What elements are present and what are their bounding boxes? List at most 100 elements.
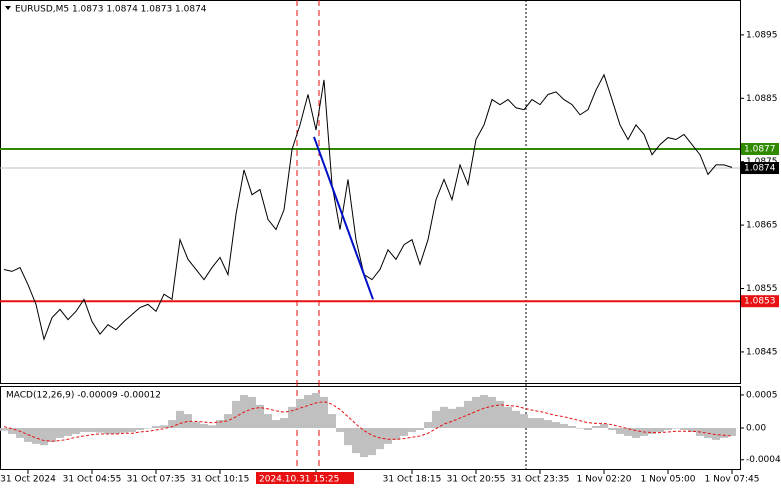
macd-bar [272,420,280,428]
macd-bar [480,394,488,428]
x-tick-label: 31 Oct 10:15 [191,475,250,485]
macd-bar [432,410,440,428]
macd-bar [96,428,104,433]
macd-bar [168,420,176,428]
x-tick-label: 31 Oct 18:15 [383,475,442,485]
macd-bar [664,428,672,430]
x-tick-label: 31 Oct 23:35 [511,475,570,485]
macd-bar [16,428,24,438]
macd-bar [40,428,48,446]
price-tag [741,143,779,156]
macd-bar [728,428,736,436]
macd-bar [240,394,248,428]
macd-bar [408,428,416,432]
macd-bar [536,418,544,428]
x-tick-label: 1 Nov 05:00 [641,475,696,485]
menu-arrow[interactable] [5,6,11,10]
macd-title: MACD(12,26,9) -0.00009 -0.00012 [6,391,161,401]
macd-bar [720,428,728,438]
macd-bar [120,428,128,433]
macd-bar [584,428,592,430]
price-tag-label: 1.0853 [744,297,776,307]
macd-bar [656,428,664,432]
macd-bar [632,428,640,438]
y-tick-label: -0.00048 [746,455,781,465]
x-tick-label: 1 Nov 02:20 [577,475,632,485]
macd-bar [56,428,64,438]
macd-bar [504,406,512,428]
chart-title: EURUSD,M5 1.0873 1.0874 1.0873 1.0874 [15,5,207,15]
macd-bar [320,396,328,428]
macd-bar [304,394,312,428]
macd-bar [176,410,184,428]
y-tick-label: 1.0895 [746,30,778,40]
macd-bar [400,428,408,436]
macd-bar [448,408,456,428]
y-tick-label: 1.0865 [746,221,778,231]
trend-line [313,136,374,300]
macd-bar [88,428,96,432]
macd-bar [112,428,120,434]
macd-bar [712,428,720,440]
macd-bar [352,428,360,454]
macd-bar [256,404,264,428]
x-tick-label: 31 Oct 2024 [0,475,56,485]
macd-bar [568,426,576,428]
macd-bar [376,428,384,450]
macd-bar [184,414,192,428]
x-tick-label: 31 Oct 07:35 [127,475,186,485]
macd-bar [344,428,352,446]
y-tick-label: 1.0885 [746,94,778,104]
macd-bar [600,424,608,428]
macd-bar [160,425,168,428]
price-tag-label: 1.0877 [744,145,776,155]
y-tick-label: 1.0855 [746,284,778,294]
macd-bar [496,400,504,428]
macd-bar [224,414,232,428]
macd-bar [592,426,600,428]
x-tick-label: 1 Nov 07:45 [705,475,760,485]
time-tag [256,472,354,484]
macd-bar [384,428,392,444]
macd-bar [336,428,344,432]
macd-bar [576,428,584,429]
macd-bar [520,414,528,428]
macd-bar [440,406,448,428]
price-tag [741,295,779,308]
x-tick-label: 31 Oct 20:55 [447,475,506,485]
macd-bar [360,428,368,458]
macd-bar [312,392,320,428]
macd-bar [32,428,40,444]
macd-bar [328,414,336,428]
macd-bar [0,428,8,431]
macd-bar [560,424,568,428]
macd-bar [528,418,536,428]
macd-bar [672,428,680,429]
macd-bar [616,428,624,434]
macd-bar [624,428,632,436]
macd-bar [200,424,208,428]
macd-bar [104,428,112,434]
macd-bar [216,420,224,428]
macd-bar [48,428,56,442]
price-line [3,73,733,341]
macd-bar [72,428,80,434]
macd-bar [152,426,160,428]
macd-bar [232,400,240,428]
macd-bar [552,422,560,428]
macd-bar [136,428,144,430]
x-tick-label: 2024.10.31 15:25 [259,475,339,485]
price-tag [741,162,779,175]
x-tick-label: 31 Oct 04:55 [63,475,122,485]
y-tick-label: 0.0005 [746,390,778,400]
macd-bar [456,406,464,428]
macd-bar [264,414,272,428]
macd-bar [472,396,480,428]
macd-bar [144,428,152,429]
macd-bar [424,422,432,428]
macd-bar [688,428,696,432]
y-tick-label: 1.0845 [746,347,778,357]
macd-bar [512,410,520,428]
